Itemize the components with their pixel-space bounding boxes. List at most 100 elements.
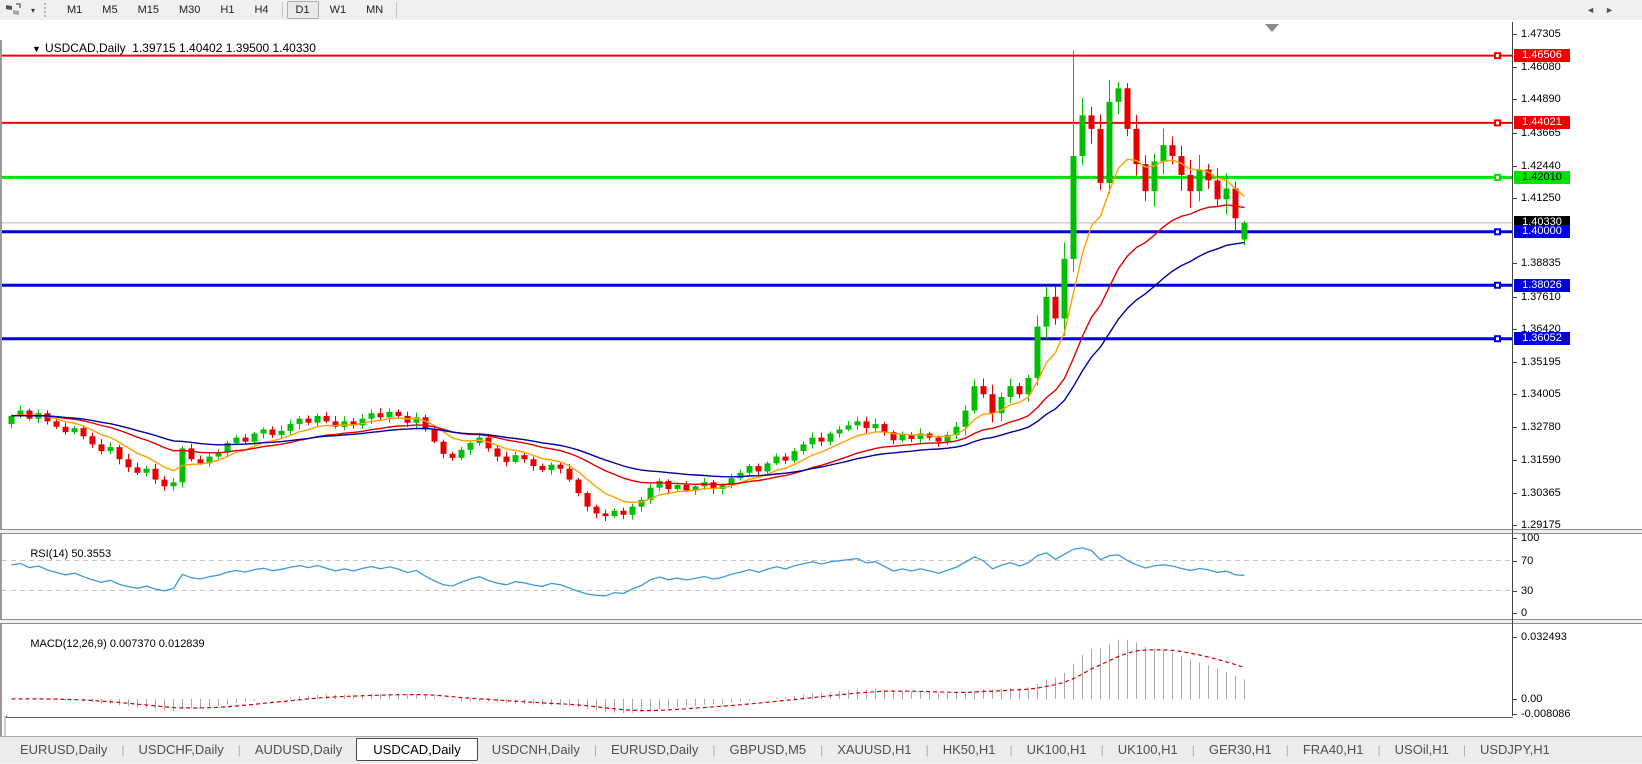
chart-tab-ger30-h1[interactable]: GER30,H1	[1208, 742, 1272, 757]
price-tick-label: 1.34005	[1521, 388, 1561, 400]
chart-tab-usdjpy-h1[interactable]: USDJPY,H1	[1479, 742, 1550, 757]
tab-separator: |	[820, 742, 824, 757]
moving-average-medium	[11, 204, 1245, 486]
panel-splitter[interactable]	[0, 619, 1642, 624]
chevron-down-icon[interactable]: ▾	[30, 5, 35, 15]
timeframe-button-mn[interactable]: MN	[366, 4, 384, 16]
candle-up	[899, 434, 906, 441]
candle-down	[332, 421, 339, 427]
chart-window: ▼ USDCAD,Daily 1.39715 1.40402 1.39500 1.…	[0, 20, 1642, 756]
candle-up	[1070, 155, 1077, 259]
tab-separator: |	[1377, 742, 1381, 757]
candle-down	[566, 468, 573, 480]
timeframe-button-h1[interactable]: H1	[220, 4, 235, 16]
price-badge[interactable]: 1.36052	[1514, 332, 1570, 345]
macd-tick	[1512, 714, 1517, 715]
price-tick	[1512, 263, 1517, 264]
candle-down	[188, 448, 195, 460]
candle-down	[440, 441, 447, 454]
tab-separator: |	[712, 742, 716, 757]
chart-tab-uk100-h1[interactable]: UK100,H1	[1117, 742, 1178, 757]
chart-tab-eurusd-daily[interactable]: EURUSD,Daily	[610, 742, 699, 757]
timeframe-button-h4[interactable]: H4	[254, 4, 269, 16]
price-badge[interactable]: 1.46506	[1514, 49, 1570, 62]
chart-tab-eurusd-daily[interactable]: EURUSD,Daily	[20, 742, 108, 757]
candle-down	[62, 426, 69, 433]
candle-up	[260, 429, 267, 434]
tab-scroll-left-icon[interactable]: ◄	[1586, 5, 1606, 15]
tab-separator: |	[593, 742, 597, 757]
chart-tab-usdchf-daily[interactable]: USDCHF,Daily	[138, 742, 224, 757]
timeframe-button-m30[interactable]: M30	[178, 4, 201, 16]
candle-up	[728, 478, 735, 485]
macd-chart[interactable]	[2, 622, 1512, 716]
price-tick	[1512, 329, 1517, 330]
candle-up	[1223, 188, 1230, 200]
chart-tab-usdcnh-daily[interactable]: USDCNH,Daily	[491, 742, 580, 757]
collapse-triangle-icon[interactable]: ▼	[32, 44, 41, 54]
chart-shift-icon[interactable]	[1265, 24, 1279, 32]
candle-down	[1133, 128, 1140, 165]
price-chart[interactable]	[2, 22, 1512, 529]
chart-tab-uk100-h1[interactable]: UK100,H1	[1026, 742, 1087, 757]
chart-windows-icon[interactable]	[0, 1, 26, 19]
price-tick-label: 1.44890	[1521, 93, 1561, 105]
candle-up	[1241, 222, 1248, 240]
price-tick-label: 1.31590	[1521, 454, 1561, 466]
candle-down	[161, 479, 168, 487]
candle-up	[998, 396, 1005, 414]
candle-down	[1142, 164, 1149, 192]
chart-tab-fra40-h1[interactable]: FRA40,H1	[1302, 742, 1364, 757]
candle-up	[278, 430, 285, 435]
timeframe-button-d1[interactable]: D1	[286, 1, 319, 19]
toolbar-grip[interactable]	[44, 3, 53, 17]
candle-down	[125, 459, 132, 468]
candle-down	[683, 484, 690, 491]
tab-separator: |	[1191, 742, 1195, 757]
candle-down	[53, 421, 60, 427]
tab-scroll-arrows[interactable]: ◄►	[1586, 5, 1624, 15]
candle-up	[107, 447, 114, 452]
price-tick-label: 1.29175	[1521, 519, 1561, 531]
rsi-chart[interactable]	[2, 532, 1512, 619]
macd-name: MACD(12,26,9)	[30, 638, 107, 650]
macd-tick-label: 0.00	[1521, 693, 1543, 705]
tab-scroll-right-icon[interactable]: ►	[1605, 5, 1624, 15]
candle-down	[521, 455, 528, 460]
price-tick	[1512, 67, 1517, 68]
candle-up	[548, 464, 555, 471]
timeframe-button-m15[interactable]: M15	[137, 4, 159, 16]
timeframe-button-w1[interactable]: W1	[329, 4, 347, 16]
candle-down	[1088, 115, 1095, 129]
macd-tick-label: 0.032493	[1521, 631, 1567, 643]
chart-tab-usoil-h1[interactable]: USOil,H1	[1394, 742, 1449, 757]
rsi-tick	[1512, 613, 1517, 614]
chart-tab-gbpusd-m5[interactable]: GBPUSD,M5	[729, 742, 807, 757]
candle-down	[935, 437, 942, 442]
axis-border	[1512, 22, 1513, 716]
price-badge[interactable]: 1.40000	[1514, 225, 1570, 238]
candle-up	[800, 444, 807, 452]
candle-down	[980, 386, 987, 395]
candle-down	[134, 467, 141, 473]
price-tick-label: 1.37610	[1521, 291, 1561, 303]
panel-splitter[interactable]	[0, 529, 1642, 534]
chart-tab-hk50-h1[interactable]: HK50,H1	[942, 742, 996, 757]
timeframe-button-m5[interactable]: M5	[102, 4, 118, 16]
timeframe-button-m1[interactable]: M1	[67, 4, 83, 16]
candle-down	[539, 466, 546, 471]
candle-up	[656, 480, 663, 488]
price-tick-label: 1.41250	[1521, 192, 1561, 204]
candle-up	[17, 410, 24, 416]
price-badge[interactable]: 1.38026	[1514, 279, 1570, 292]
candle-up	[791, 451, 798, 461]
price-badge[interactable]: 1.44021	[1514, 116, 1570, 129]
candle-down	[44, 413, 51, 422]
chart-tab-usdcad-daily[interactable]: USDCAD,Daily	[356, 738, 478, 761]
price-badge[interactable]: 1.42010	[1514, 171, 1570, 184]
chart-tab-audusd-daily[interactable]: AUDUSD,Daily	[254, 742, 343, 757]
chart-tab-xauusd-h1[interactable]: XAUUSD,H1	[837, 742, 912, 757]
candle-up	[809, 437, 816, 445]
right-axis[interactable]: 1.47305 1.46080 1.44890 1.43665 1.42440 1.412…	[1512, 0, 1642, 764]
tab-separator: |	[1462, 742, 1466, 757]
